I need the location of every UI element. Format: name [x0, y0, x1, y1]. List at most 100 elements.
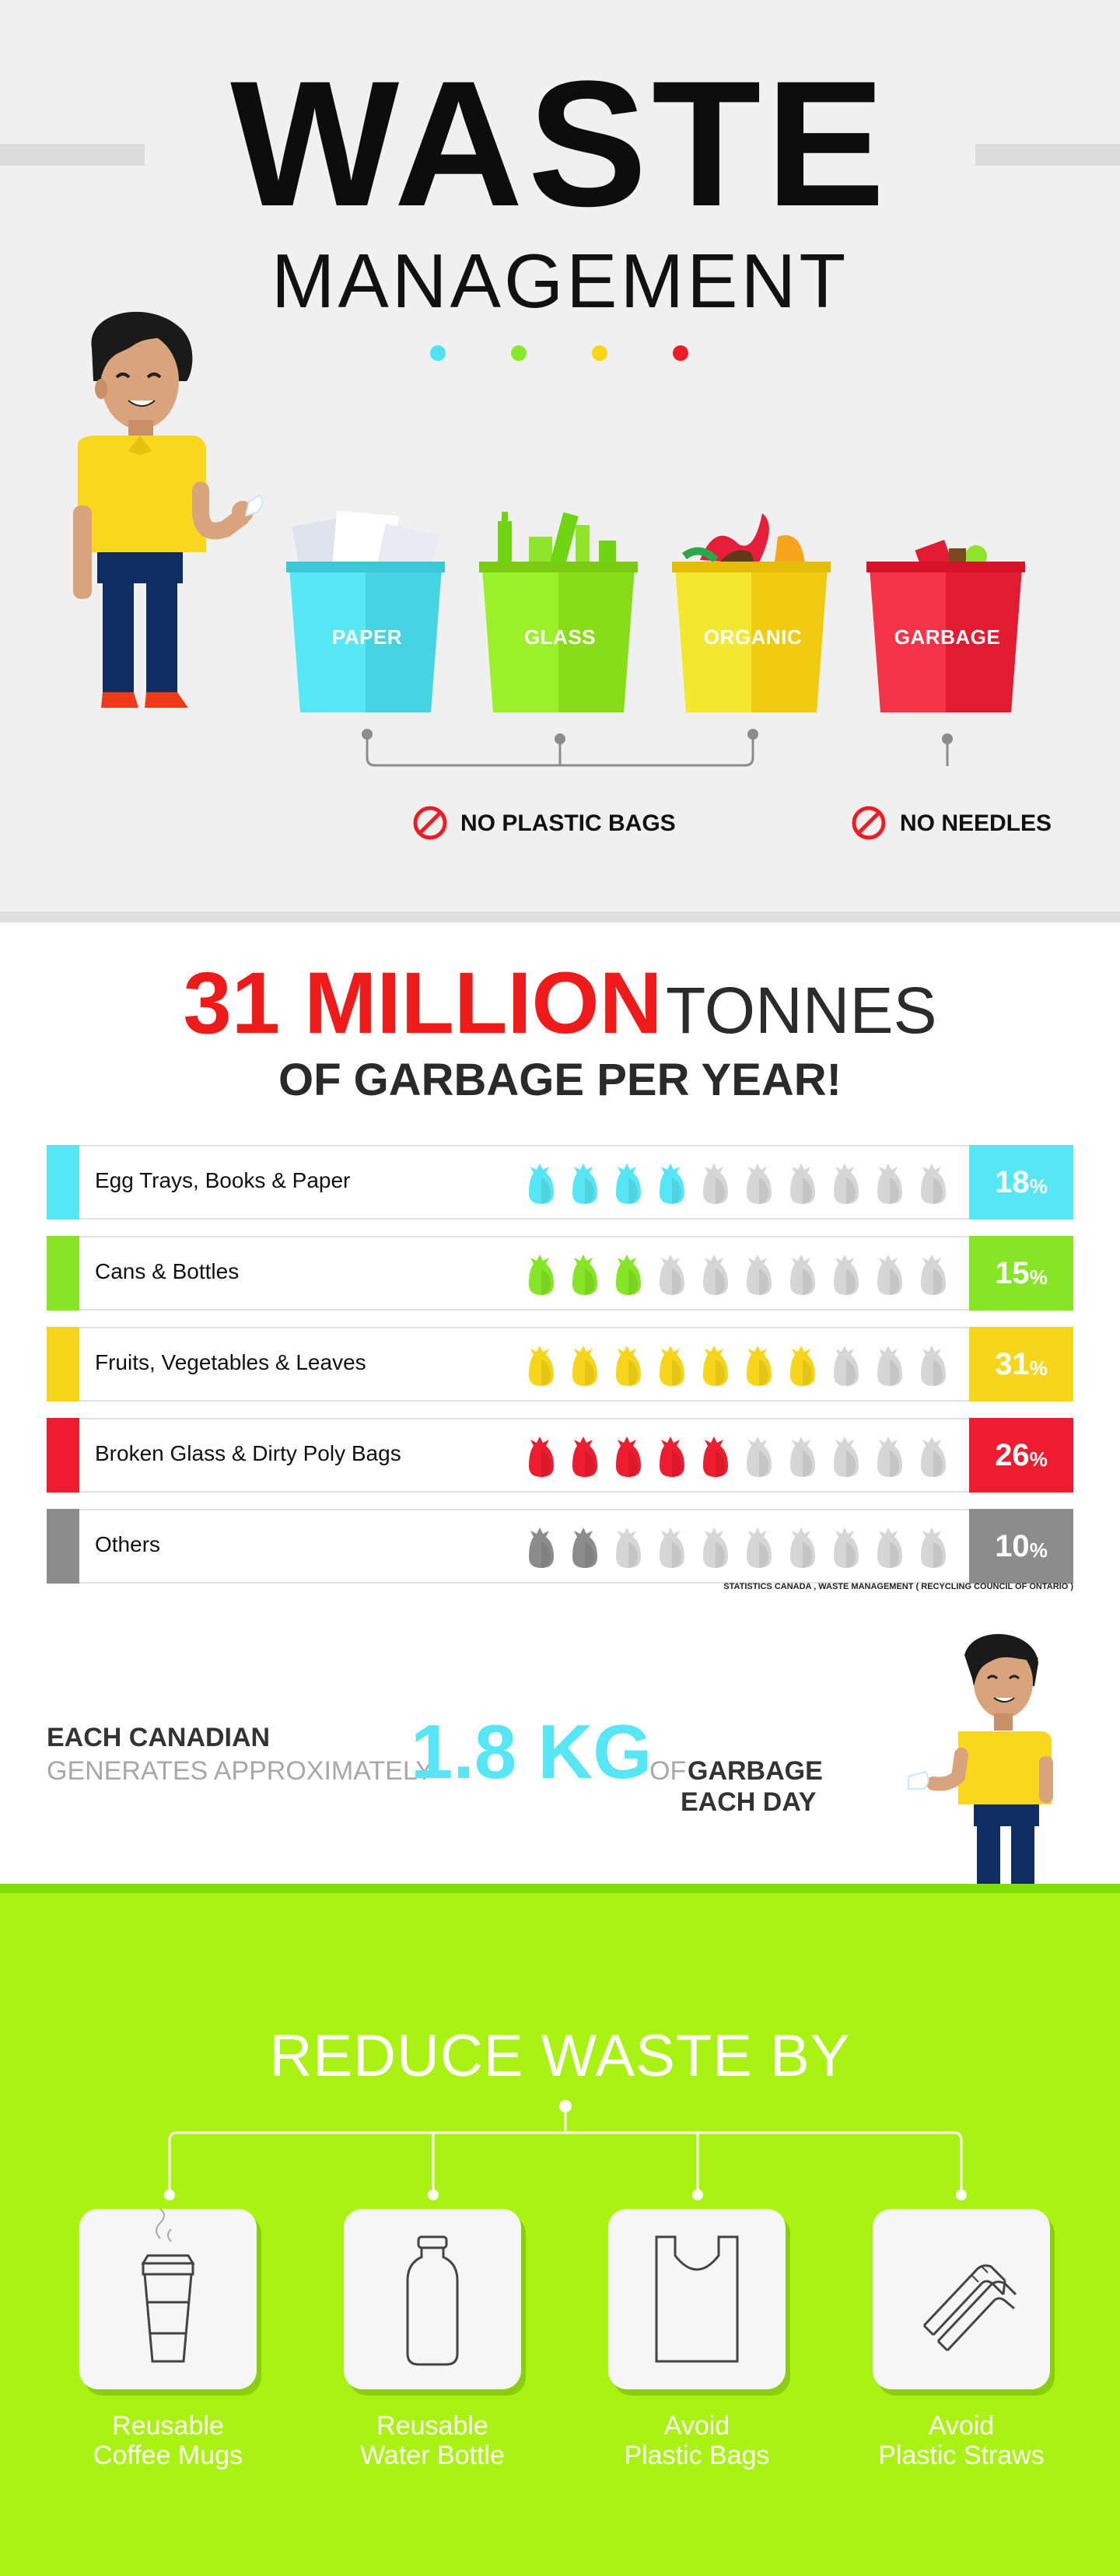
tip-label-coffee-mugs: Reusable Coffee Mugs [93, 2411, 243, 2470]
garbage-bag-icon-empty [834, 1255, 859, 1295]
color-dot-yellow [592, 345, 607, 361]
category-row: Broken Glass & Dirty Poly Bags 26% [47, 1418, 1073, 1493]
row-divider [47, 1218, 1073, 1220]
category-percent-badge: 18% [969, 1145, 1073, 1220]
row-divider [47, 1418, 1073, 1419]
garbage-bag-icon-empty [703, 1528, 728, 1568]
per-capita-line-a: EACH CANADIAN [47, 1723, 271, 1752]
stat-number: 31 MILLION [183, 954, 663, 1052]
page-subtitle: MANAGEMENT [271, 238, 849, 324]
paper-contents [292, 510, 439, 573]
garbage-bag-icon-empty [834, 1164, 859, 1204]
category-row: Fruits, Vegetables & Leaves 31% [47, 1327, 1073, 1402]
garbage-bag-icon-empty [703, 1255, 728, 1295]
per-capita-line-b: GENERATES APPROXIMATELY [47, 1756, 433, 1786]
per-capita-value: 1.8 KG [411, 1709, 653, 1794]
percent-value: 31 [995, 1346, 1030, 1381]
category-label: Fruits, Vegetables & Leaves [95, 1350, 366, 1374]
tip-card-water-bottle [344, 2209, 521, 2389]
garbage-bag-icon-filled [616, 1346, 641, 1386]
percent-sign: % [1029, 1538, 1048, 1562]
garbage-bag-icon-filled [703, 1346, 728, 1386]
percent-sign: % [1029, 1356, 1048, 1380]
garbage-bag-icon-empty [921, 1164, 946, 1204]
garbage-bag-icon-filled [529, 1255, 554, 1295]
percent-value: 18 [995, 1164, 1030, 1199]
garbage-bag-icon-empty [747, 1528, 772, 1568]
section-divider [0, 1884, 1120, 1893]
left-title-bar [0, 144, 145, 166]
reduce-title: REDUCE WASTE BY [269, 2023, 851, 2089]
garbage-bag-icon-filled [616, 1164, 641, 1204]
category-color-swatch [47, 1509, 79, 1584]
right-title-bar [975, 144, 1120, 166]
category-color-swatch [47, 1236, 79, 1311]
garbage-bag-icon-empty [790, 1528, 815, 1568]
no-plastic-bags-text: NO PLASTIC BAGS [460, 810, 676, 836]
garbage-bag-icon-filled [572, 1437, 597, 1477]
per-capita-line-d: EACH DAY [681, 1787, 817, 1817]
percent-value: 26 [995, 1437, 1030, 1472]
color-dot-green [511, 345, 527, 361]
category-label: Broken Glass & Dirty Poly Bags [95, 1441, 401, 1465]
category-color-swatch [47, 1327, 79, 1402]
row-divider [47, 1491, 1073, 1493]
per-capita-of: OF [649, 1756, 687, 1786]
garbage-bag-icon-filled [529, 1164, 554, 1204]
glass-contents [498, 512, 616, 569]
recycling-bins-illustration [286, 510, 1025, 767]
percent-value: 10 [995, 1528, 1030, 1563]
garbage-bag-icon-empty [616, 1528, 641, 1568]
garbage-bag-pictogram [529, 1346, 946, 1386]
garbage-bag-icon-filled [529, 1437, 554, 1477]
garbage-bag-icon-filled [616, 1255, 641, 1295]
garbage-bag-icon-empty [921, 1346, 946, 1386]
garbage-bag-icon-filled [790, 1346, 815, 1386]
bin-label-glass: GLASS [523, 625, 597, 649]
color-dot-red [673, 345, 688, 361]
stat-unit: TONNES [666, 974, 937, 1047]
garbage-bag-icon-filled [529, 1346, 554, 1386]
bin-label-garbage: GARBAGE [894, 625, 1001, 649]
garbage-bag-icon-filled [572, 1255, 597, 1295]
garbage-bag-icon-filled [660, 1164, 684, 1204]
row-divider [47, 1327, 1073, 1328]
water-bottle-icon [406, 2235, 459, 2366]
percent-value: 15 [995, 1255, 1030, 1290]
garbage-bag-pictogram [529, 1437, 946, 1477]
garbage-bag-icon-empty [790, 1164, 815, 1204]
category-color-swatch [47, 1418, 79, 1493]
category-percent-badge: 15% [969, 1236, 1073, 1311]
plastic-bag-icon [655, 2235, 739, 2363]
garbage-bag-icon-filled [572, 1346, 597, 1386]
no-needles-text: NO NEEDLES [900, 810, 1052, 836]
garbage-bag-icon-empty [790, 1255, 815, 1295]
garbage-bag-pictogram [529, 1255, 946, 1295]
garbage-bag-icon-filled [572, 1164, 597, 1204]
garbage-bag-icon-empty [877, 1346, 902, 1386]
stat-headline: 31 MILLION TONNES [0, 960, 1120, 1047]
tip-label-water-bottle: Reusable Water Bottle [360, 2411, 505, 2470]
stat-subline: OF GARBAGE PER YEAR! [278, 1055, 842, 1105]
page-title: WASTE [230, 44, 890, 243]
garbage-bag-icon-filled [747, 1346, 772, 1386]
tips-connector [164, 2100, 967, 2200]
row-divider [47, 1236, 1073, 1237]
garbage-bag-icon-empty [660, 1528, 684, 1568]
row-divider [47, 1309, 1073, 1311]
straws-icon [922, 2264, 1017, 2352]
per-capita-line-c: GARBAGE [688, 1756, 823, 1786]
garbage-bag-icon-empty [703, 1164, 728, 1204]
man-holding-bottle-illustration [908, 1633, 1053, 1885]
garbage-bag-icon-empty [921, 1437, 946, 1477]
tip-card-plastic-straws [873, 2209, 1050, 2389]
garbage-bag-icon-empty [747, 1164, 772, 1204]
garbage-bag-icon-filled [660, 1346, 684, 1386]
prohibited-icon [852, 806, 886, 840]
bin-label-organic: ORGANIC [703, 625, 803, 649]
garbage-bag-pictogram [529, 1164, 946, 1204]
tip-label-plastic-straws: Avoid Plastic Straws [878, 2411, 1045, 2470]
garbage-bag-icon-filled [660, 1437, 684, 1477]
garbage-bag-icon-empty [834, 1528, 859, 1568]
garbage-bag-icon-empty [921, 1255, 946, 1295]
